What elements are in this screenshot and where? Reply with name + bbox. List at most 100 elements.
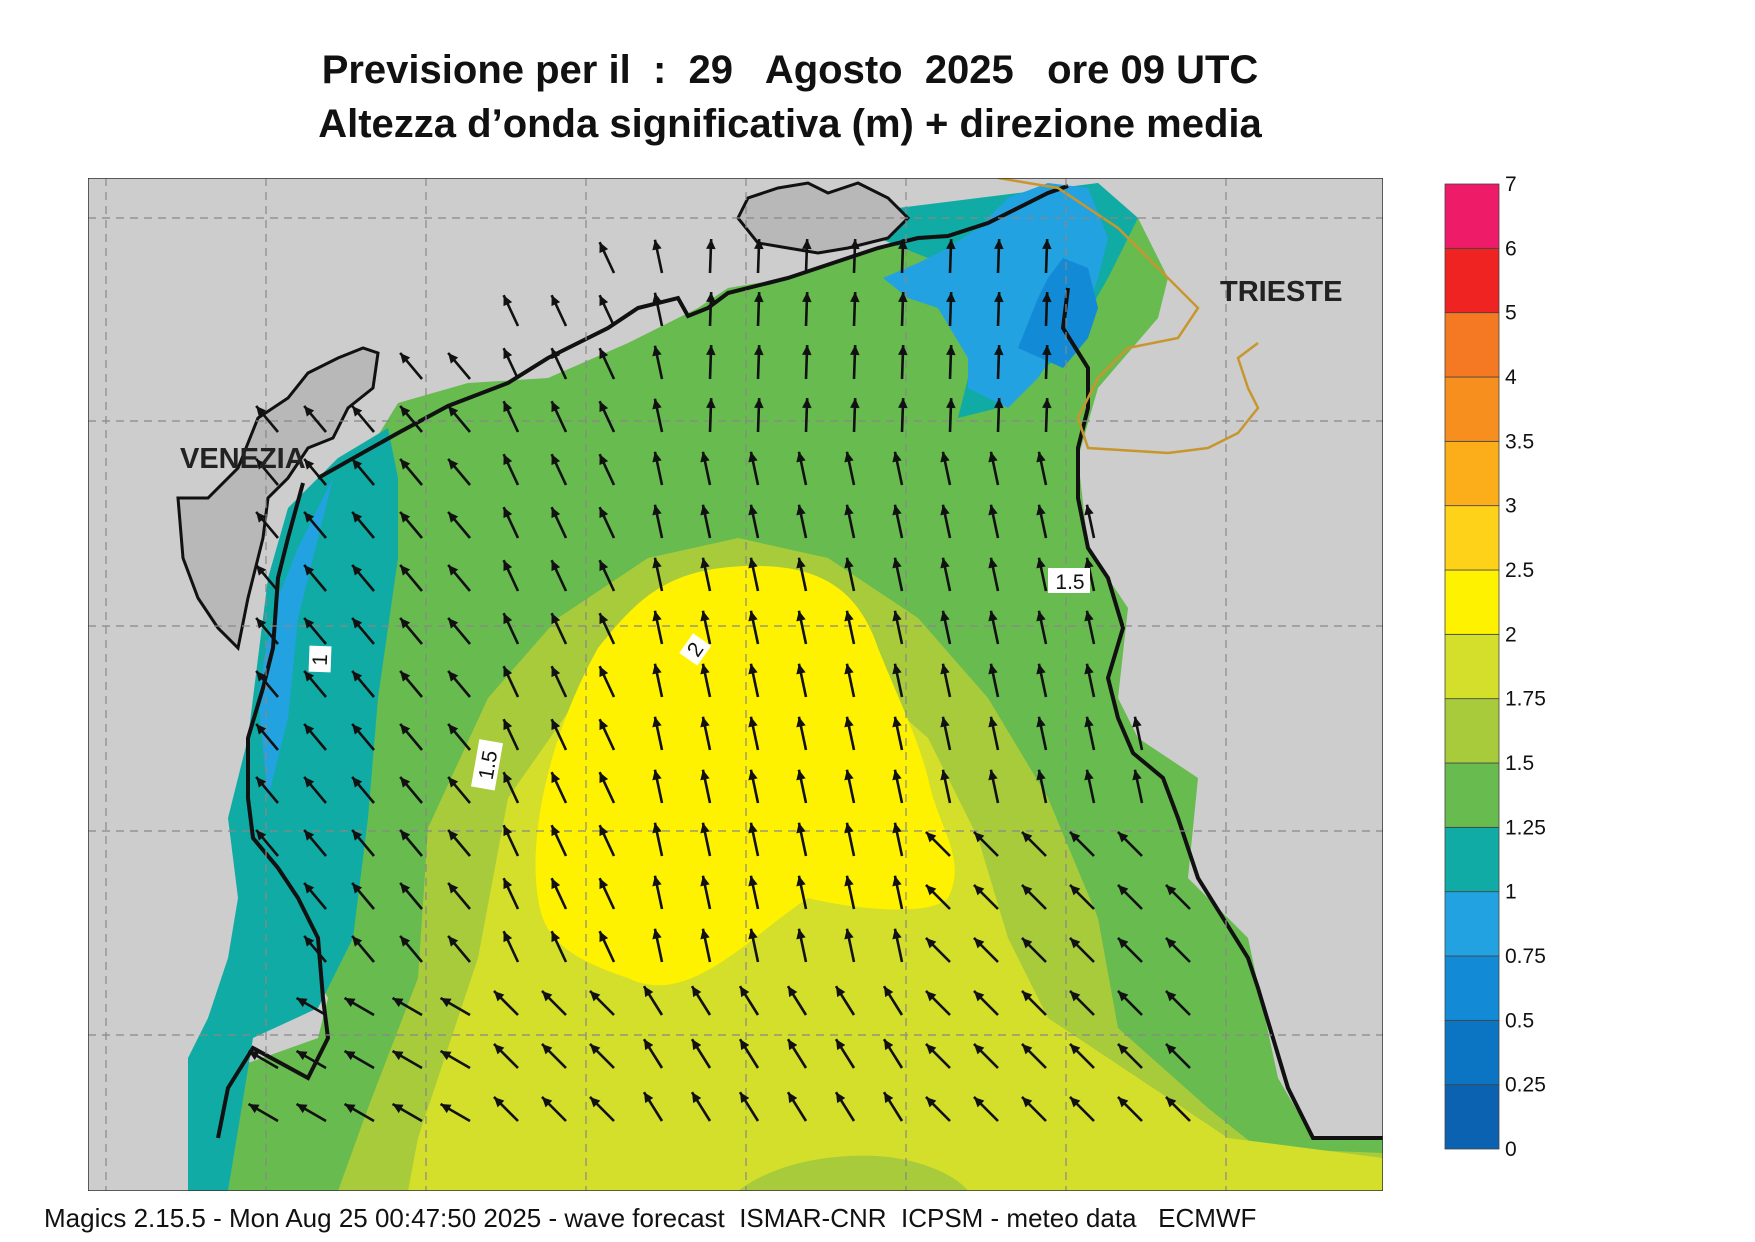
colorbar-label: 1.5 (1505, 752, 1534, 775)
direction-arrow-head (551, 878, 561, 890)
direction-arrow-head (352, 564, 363, 576)
direction-arrow-head (898, 345, 908, 356)
direction-arrow-head (551, 772, 561, 784)
colorbar-swatch (1444, 440, 1500, 507)
direction-arrow-head (796, 875, 806, 887)
colorbar-swatch (1444, 569, 1500, 635)
direction-arrow-head (850, 239, 860, 250)
direction-arrow-head (1165, 1096, 1177, 1108)
direction-arrow-head (1132, 769, 1142, 781)
direction-arrow-head (400, 352, 411, 364)
direction-arrow-head (551, 931, 561, 943)
direction-arrow-head (503, 507, 513, 519)
direction-arrow-head (296, 1051, 308, 1061)
direction-arrow-head (883, 986, 894, 998)
direction-arrow-head (844, 928, 854, 940)
direction-arrow-head (304, 776, 315, 788)
direction-arrow-head (748, 504, 758, 516)
direction-arrow-head (988, 504, 998, 516)
direction-arrow-head (1036, 610, 1046, 622)
direction-arrow-head (599, 348, 609, 360)
direction-arrow-head (748, 716, 758, 728)
direction-arrow-head (304, 511, 315, 523)
direction-arrow-head (802, 398, 812, 409)
wave-direction-arrows (247, 238, 1191, 1123)
direction-arrow-head (304, 617, 315, 629)
direction-arrow-head (652, 239, 662, 251)
direction-arrow-head (551, 560, 561, 572)
direction-arrow-head (754, 398, 764, 409)
direction-arrow-head (739, 1039, 750, 1051)
colorbar-label: 1 (1505, 881, 1517, 904)
direction-arrow-head (940, 504, 950, 516)
direction-arrow-head (994, 398, 1004, 409)
direction-arrow-head (643, 1039, 654, 1051)
direction-arrow-head (1021, 831, 1033, 843)
direction-arrow-head (748, 610, 758, 622)
direction-arrow-head (551, 454, 561, 466)
colorbar-swatch (1444, 1019, 1500, 1086)
direction-arrow-head (844, 451, 854, 463)
direction-arrow-head (892, 557, 902, 569)
direction-arrow-head (352, 617, 363, 629)
direction-arrow-head (304, 723, 315, 735)
direction-arrow-head (754, 292, 764, 303)
direction-arrow-head (652, 663, 662, 675)
coastline-north (317, 184, 1069, 480)
direction-arrow-head (1117, 831, 1129, 843)
direction-arrow-head (1021, 937, 1033, 949)
direction-arrow-head (940, 610, 950, 622)
direction-arrow-head (925, 884, 937, 896)
direction-arrow-head (1042, 345, 1052, 356)
direction-arrow-head (973, 831, 985, 843)
direction-arrow-head (1069, 1043, 1081, 1055)
direction-arrow-head (652, 716, 662, 728)
direction-arrow-head (706, 292, 716, 303)
direction-arrow-head (652, 398, 662, 410)
direction-arrow-head (256, 511, 267, 523)
direction-arrow-head (551, 295, 561, 307)
direction-arrow-head (599, 931, 609, 943)
direction-arrow-head (448, 617, 459, 629)
direction-arrow-head (551, 348, 561, 360)
direction-arrow-head (700, 557, 710, 569)
direction-arrow-head (493, 1043, 505, 1055)
direction-arrow-head (256, 723, 267, 735)
direction-arrow-head (850, 292, 860, 303)
direction-arrow-head (973, 1043, 985, 1055)
colorbar-swatch (1444, 505, 1500, 571)
direction-arrow-head (1036, 769, 1046, 781)
colorbar-swatch (1444, 247, 1500, 314)
direction-arrow-head (844, 716, 854, 728)
direction-arrow-head (448, 670, 459, 682)
direction-arrow-head (706, 239, 716, 250)
label-venezia: VENEZIA (180, 443, 306, 475)
direction-arrow-head (503, 719, 513, 731)
direction-arrow-head (400, 458, 411, 470)
direction-arrow-head (700, 822, 710, 834)
direction-arrow-head (691, 986, 702, 998)
direction-arrow-head (448, 458, 459, 470)
contour-label-1: 1 (308, 645, 332, 673)
contour-label-2: 2 (679, 633, 712, 666)
direction-arrow-head (796, 822, 806, 834)
wave-band-bottom (738, 1155, 968, 1191)
direction-arrow-head (1165, 884, 1177, 896)
direction-arrow-head (700, 451, 710, 463)
colorbar-swatch (1444, 1084, 1500, 1150)
direction-arrow-head (551, 507, 561, 519)
colorbar-label: 2.5 (1505, 559, 1534, 582)
direction-arrow-head (844, 875, 854, 887)
direction-arrow-head (344, 1104, 356, 1114)
direction-arrow-head (925, 990, 937, 1002)
direction-arrow-head (796, 557, 806, 569)
direction-arrow-head (739, 1092, 750, 1104)
direction-arrow-head (1084, 557, 1094, 569)
direction-arrow-head (503, 401, 513, 413)
direction-arrow-head (1165, 1043, 1177, 1055)
direction-arrow-head (503, 560, 513, 572)
direction-arrow-head (304, 829, 315, 841)
direction-arrow-head (1084, 769, 1094, 781)
direction-arrow-head (835, 986, 846, 998)
direction-arrow-head (652, 875, 662, 887)
